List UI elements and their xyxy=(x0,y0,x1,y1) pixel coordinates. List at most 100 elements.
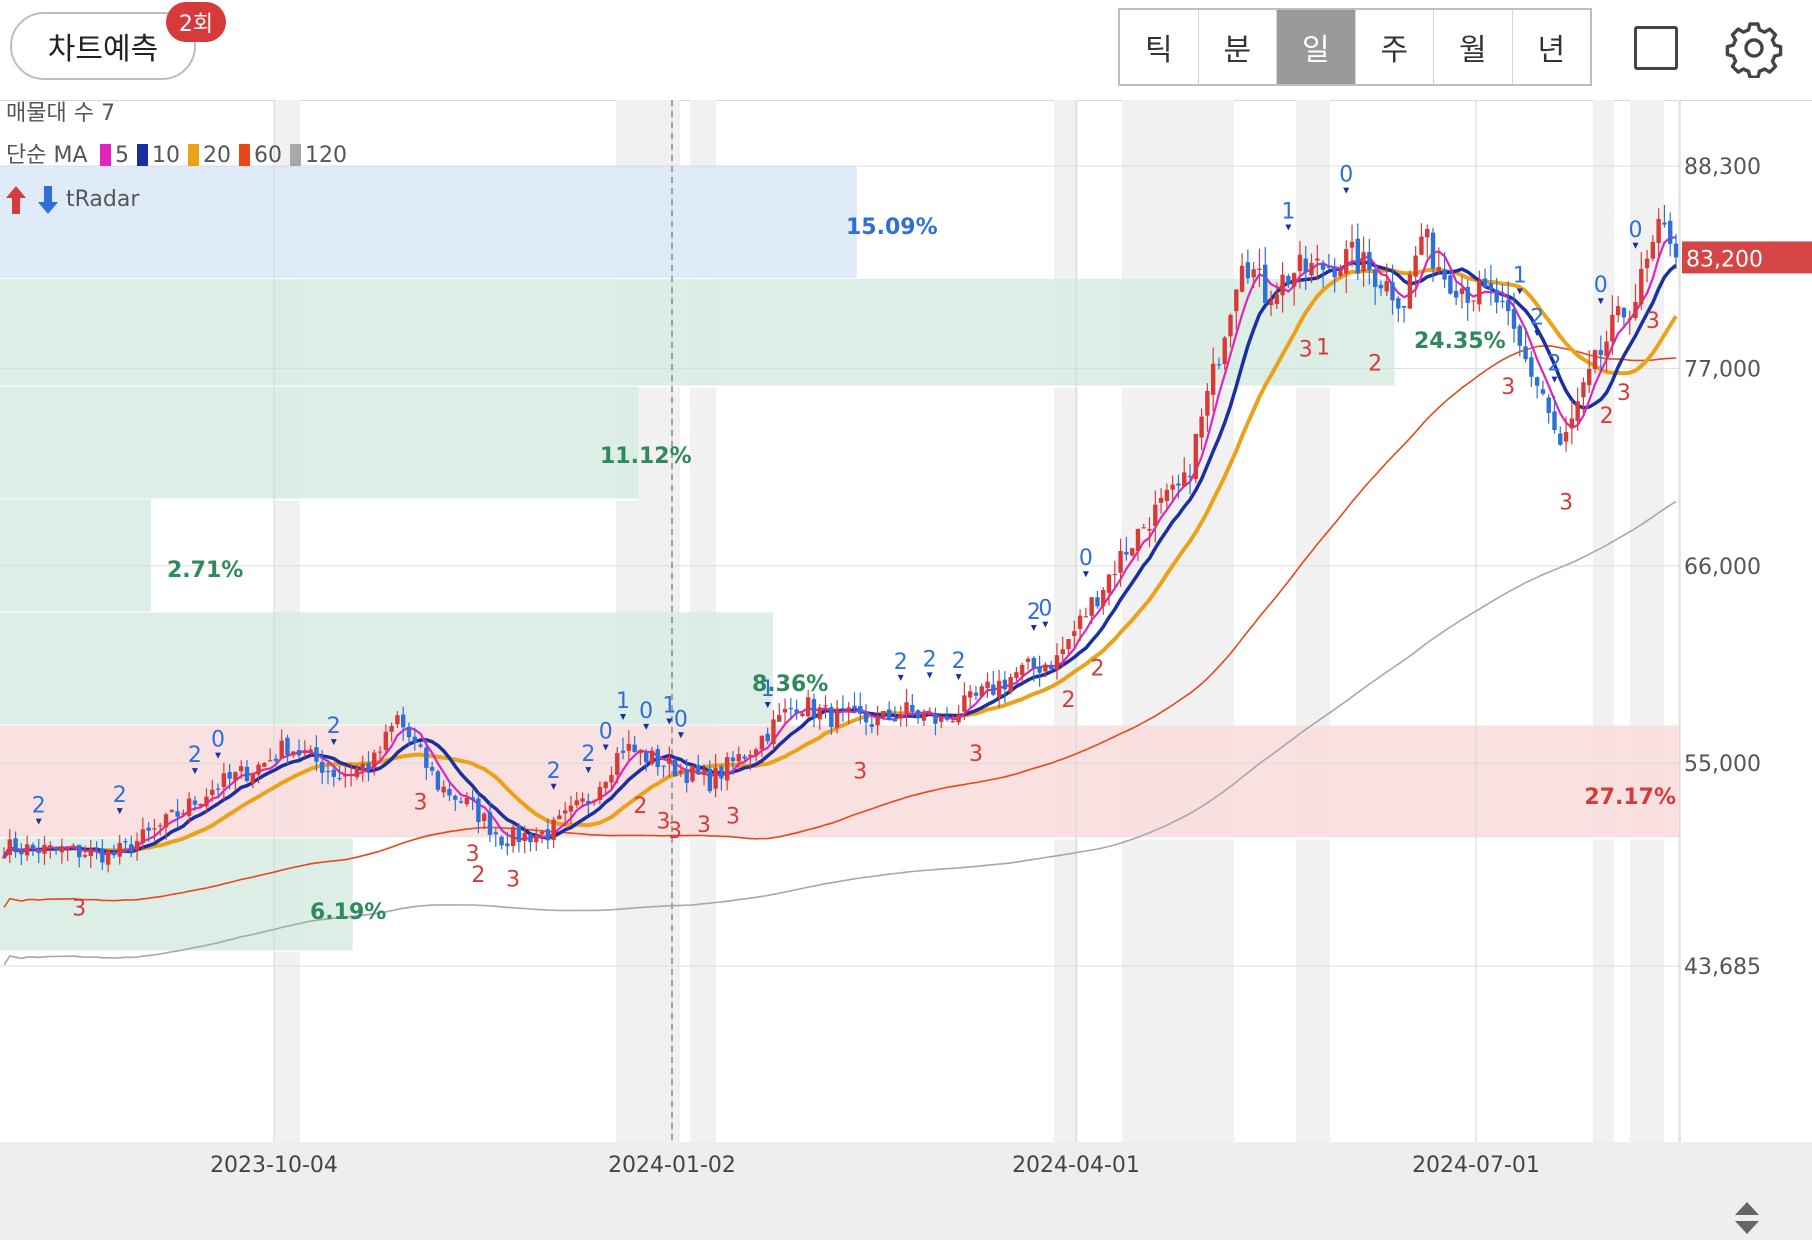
candle-body xyxy=(586,800,591,804)
tradar-signal: 0 xyxy=(1079,546,1093,571)
candle-body xyxy=(1,857,7,859)
candle-body xyxy=(1494,289,1499,303)
tradar-signal: 2 xyxy=(1600,404,1614,429)
candle-body xyxy=(881,711,886,717)
tradar-signal: 2 xyxy=(1090,657,1104,682)
ma-legend-prefix: 단순 MA xyxy=(6,143,88,168)
candle-body xyxy=(389,726,394,732)
candle-body xyxy=(1598,350,1603,355)
candle-body xyxy=(192,800,198,805)
tradar-signal: 3 xyxy=(1299,338,1313,363)
candle-body xyxy=(1488,283,1494,290)
candle-body xyxy=(829,707,834,728)
ma-line-60 xyxy=(3,344,1677,908)
candle-body xyxy=(1014,672,1019,678)
tradar-signal: 0 xyxy=(674,707,688,732)
candle-body xyxy=(1326,266,1332,268)
candle-body xyxy=(701,769,707,775)
candle-body xyxy=(852,705,857,709)
candle-body xyxy=(1546,397,1551,414)
candle-body xyxy=(892,719,898,722)
candle-body xyxy=(134,840,140,851)
candle-body xyxy=(788,707,794,710)
candle-body xyxy=(1413,255,1418,277)
candle-body xyxy=(227,772,232,779)
candle-body xyxy=(1604,341,1609,357)
period-week-button[interactable]: 주 xyxy=(1356,10,1434,84)
period-minute-button[interactable]: 분 xyxy=(1199,10,1277,84)
candle-body xyxy=(1008,677,1013,693)
tradar-signal: 1 xyxy=(616,689,630,714)
candle-body xyxy=(574,800,579,806)
scale-toggle-icon[interactable] xyxy=(1727,1200,1767,1236)
candle-body xyxy=(163,814,169,828)
volume-profile-label: 8.36% xyxy=(752,672,828,697)
candle-body xyxy=(458,801,464,803)
shaded-period xyxy=(1122,100,1234,1142)
candle-body xyxy=(239,766,244,772)
period-tick-button[interactable]: 틱 xyxy=(1120,10,1199,84)
candle-body xyxy=(181,813,186,815)
candle-body xyxy=(406,726,412,738)
candle-body xyxy=(53,847,59,850)
candle-body xyxy=(453,795,458,800)
candle-body xyxy=(1182,472,1187,487)
candle-body xyxy=(591,800,597,802)
ma-legend-swatch xyxy=(137,144,148,166)
candle-body xyxy=(1205,391,1210,416)
candle-body xyxy=(1627,318,1632,320)
candle-body xyxy=(400,714,406,728)
ma-line-20 xyxy=(2,267,1678,859)
period-day-button[interactable]: 일 xyxy=(1277,10,1356,84)
candle-body xyxy=(1193,433,1199,480)
candle-body xyxy=(1054,655,1060,670)
candle-body xyxy=(24,844,30,856)
square-icon[interactable] xyxy=(1634,26,1678,70)
candle-body xyxy=(1095,597,1100,607)
candle-body xyxy=(94,848,99,850)
candle-body xyxy=(1309,262,1314,276)
candle-body xyxy=(597,786,603,800)
candle-body xyxy=(534,835,539,843)
candle-body xyxy=(1135,528,1141,552)
candle-body xyxy=(1077,615,1083,629)
period-year-button[interactable]: 년 xyxy=(1537,33,1566,68)
candle-body xyxy=(1523,346,1528,360)
ma-legend-swatch xyxy=(239,144,250,166)
candle-body xyxy=(412,736,417,743)
shaded-period xyxy=(1678,100,1680,1142)
candle-body xyxy=(1251,269,1256,278)
candle-body xyxy=(1268,300,1274,306)
candle-body xyxy=(1025,658,1031,662)
candle-body xyxy=(1534,377,1540,386)
candle-body xyxy=(505,843,510,847)
tradar-signal: 1 xyxy=(1281,199,1295,224)
volume-profile-label: 11.12% xyxy=(600,444,692,469)
gear-icon[interactable] xyxy=(1724,18,1784,78)
candle-body xyxy=(493,832,498,835)
volume-profile-count-label: 매물대 수 7 xyxy=(6,101,115,126)
candle-body xyxy=(1662,222,1667,225)
candle-body xyxy=(123,841,128,843)
candle-body xyxy=(568,805,574,812)
candle-body xyxy=(1673,243,1679,258)
candle-body xyxy=(1147,528,1152,531)
candle-body xyxy=(800,713,805,717)
x-tick-label: 2023-10-04 xyxy=(210,1153,338,1178)
candle-body xyxy=(817,707,822,720)
chart-predict-button[interactable]: 차트예측 xyxy=(10,12,196,80)
tradar-signal: 2 xyxy=(1062,688,1076,713)
candle-body xyxy=(233,772,238,781)
tradar-signal: 0 xyxy=(1038,597,1052,622)
candle-body xyxy=(1129,548,1135,556)
volume-profile-label: 27.17% xyxy=(1584,785,1676,810)
current-price-tag xyxy=(1682,241,1812,274)
candle-body xyxy=(1303,258,1308,273)
tradar-signal: 2 xyxy=(327,714,341,739)
candle-body xyxy=(250,773,255,784)
candle-body xyxy=(429,767,435,771)
period-month-button[interactable]: 월 xyxy=(1434,10,1513,84)
tradar-signal: 1 xyxy=(1316,335,1330,360)
candle-body xyxy=(383,731,389,750)
